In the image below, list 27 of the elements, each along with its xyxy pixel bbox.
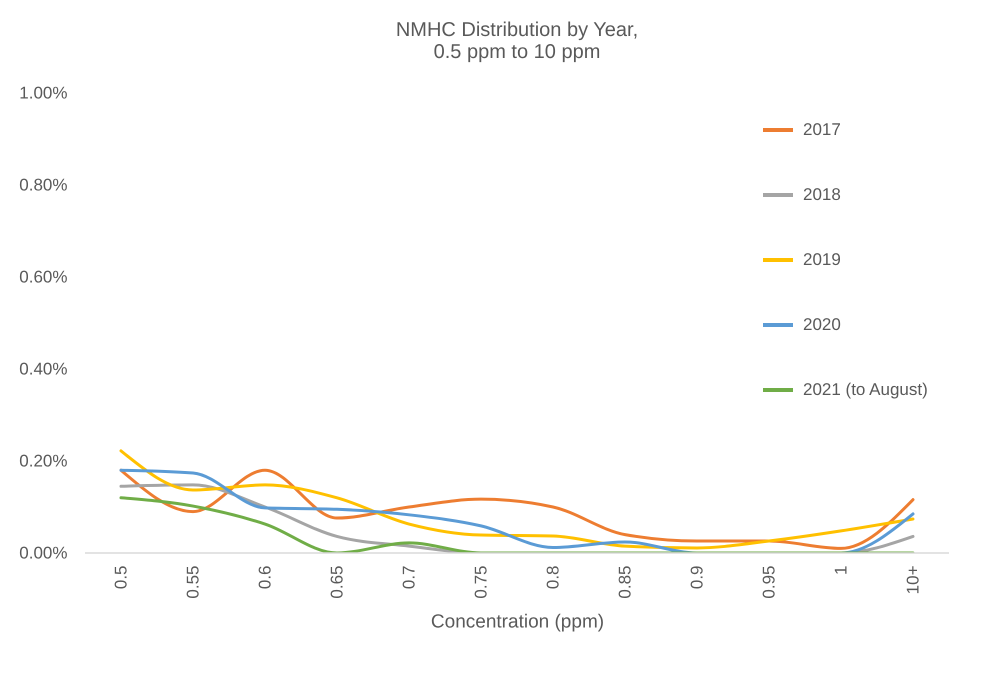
legend-label: 2018 xyxy=(803,185,841,204)
y-tick-label: 1.00% xyxy=(19,84,68,102)
x-tick-label: 1 xyxy=(832,566,850,575)
y-tick-label: 0.60% xyxy=(19,268,68,286)
x-tick-label: 10+ xyxy=(904,565,922,594)
legend-label: 2019 xyxy=(803,250,841,269)
legend-label: 2021 (to August) xyxy=(803,380,928,399)
y-tick-label: 0.20% xyxy=(19,452,68,470)
chart-title: NMHC Distribution by Year, 0.5 ppm to 10 ppm xyxy=(396,19,638,63)
y-tick-label: 0.80% xyxy=(19,176,68,194)
x-tick-label: 0.75 xyxy=(472,566,490,599)
x-tick-label: 0.5 xyxy=(112,566,130,590)
legend-label: 2017 xyxy=(803,120,841,139)
x-tick-label: 0.85 xyxy=(616,566,634,599)
x-tick-label: 0.95 xyxy=(760,566,778,599)
legend-label: 2020 xyxy=(803,315,841,334)
x-tick-label: 0.8 xyxy=(544,566,562,590)
x-tick-label: 0.6 xyxy=(256,566,274,590)
x-tick-label: 0.9 xyxy=(688,566,706,590)
line-series xyxy=(120,449,914,550)
y-tick-label: 0.40% xyxy=(19,360,68,378)
line-series xyxy=(120,496,914,553)
x-tick-label: 0.65 xyxy=(328,566,346,599)
x-tick-label: 0.7 xyxy=(400,566,418,590)
y-tick-label: 0.00% xyxy=(19,544,68,562)
x-axis-title: Concentration (ppm) xyxy=(430,612,604,633)
x-tick-label: 0.55 xyxy=(184,566,202,599)
